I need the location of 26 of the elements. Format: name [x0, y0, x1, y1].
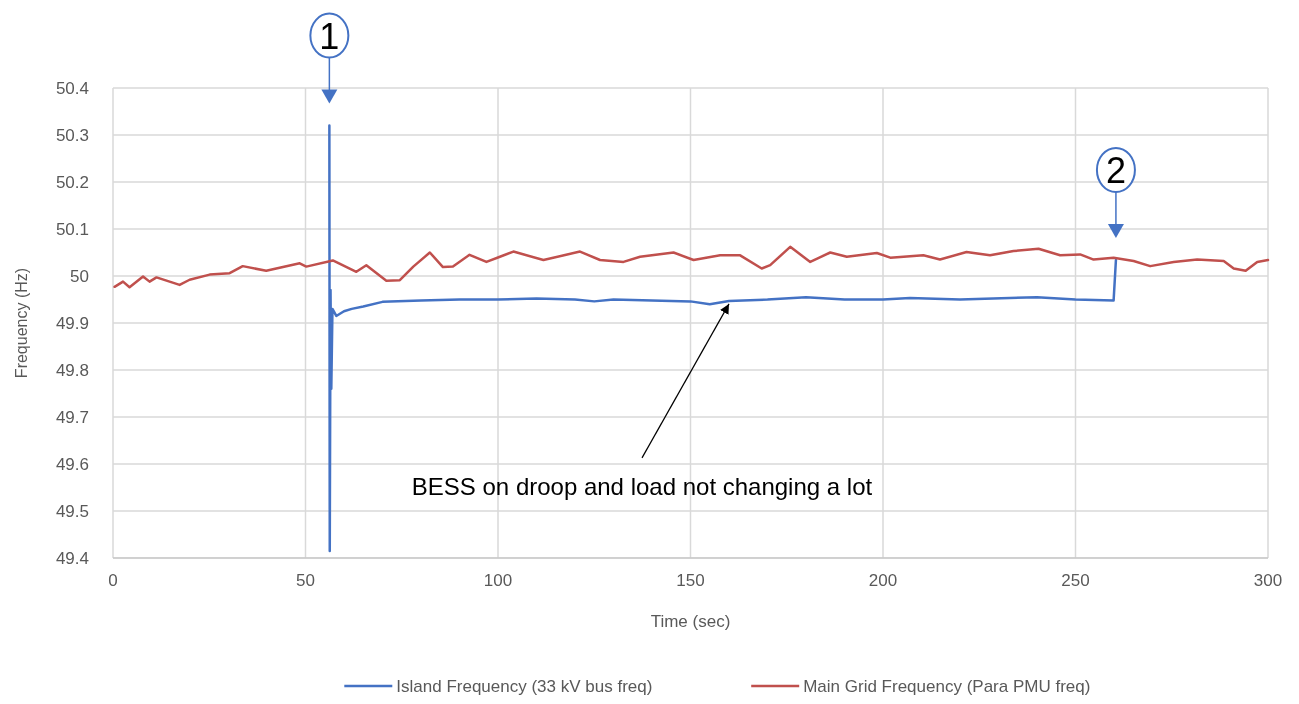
y-tick-label: 49.5	[55, 502, 89, 521]
y-tick-label: 50.4	[55, 79, 89, 98]
y-axis-title: Frequency (Hz)	[13, 267, 30, 379]
y-tick-label: 49.8	[55, 361, 89, 380]
line-series	[113, 245, 1270, 289]
x-tick-label: 50	[296, 571, 315, 590]
y-tick-label: 49.6	[55, 455, 89, 474]
y-tick-label: 49.7	[55, 408, 89, 427]
annotation: BESS on droop and load not changing a lot	[411, 472, 873, 500]
x-tick-label: 0	[108, 571, 118, 590]
legend-label: Island Frequency (33 kV bus freq)	[396, 677, 653, 696]
annotation: 1	[319, 15, 340, 57]
y-tick-label: 50.1	[55, 220, 89, 239]
y-tick-label: 50.3	[55, 126, 89, 145]
y-tick-label: 50	[70, 267, 89, 286]
x-tick-label: 250	[1061, 571, 1090, 590]
x-tick-label: 200	[868, 571, 898, 590]
y-tick-label: 49.9	[55, 314, 89, 333]
y-tick-label: 49.4	[55, 549, 89, 568]
legend-label: Main Grid Frequency (Para PMU freq)	[803, 677, 1091, 696]
x-tick-label: 300	[1253, 571, 1283, 590]
annotation: 2	[1105, 150, 1126, 192]
y-tick-label: 50.2	[55, 173, 89, 192]
x-axis-title: Time (sec)	[650, 612, 731, 631]
x-tick-label: 150	[676, 571, 705, 590]
x-tick-label: 100	[483, 571, 513, 590]
